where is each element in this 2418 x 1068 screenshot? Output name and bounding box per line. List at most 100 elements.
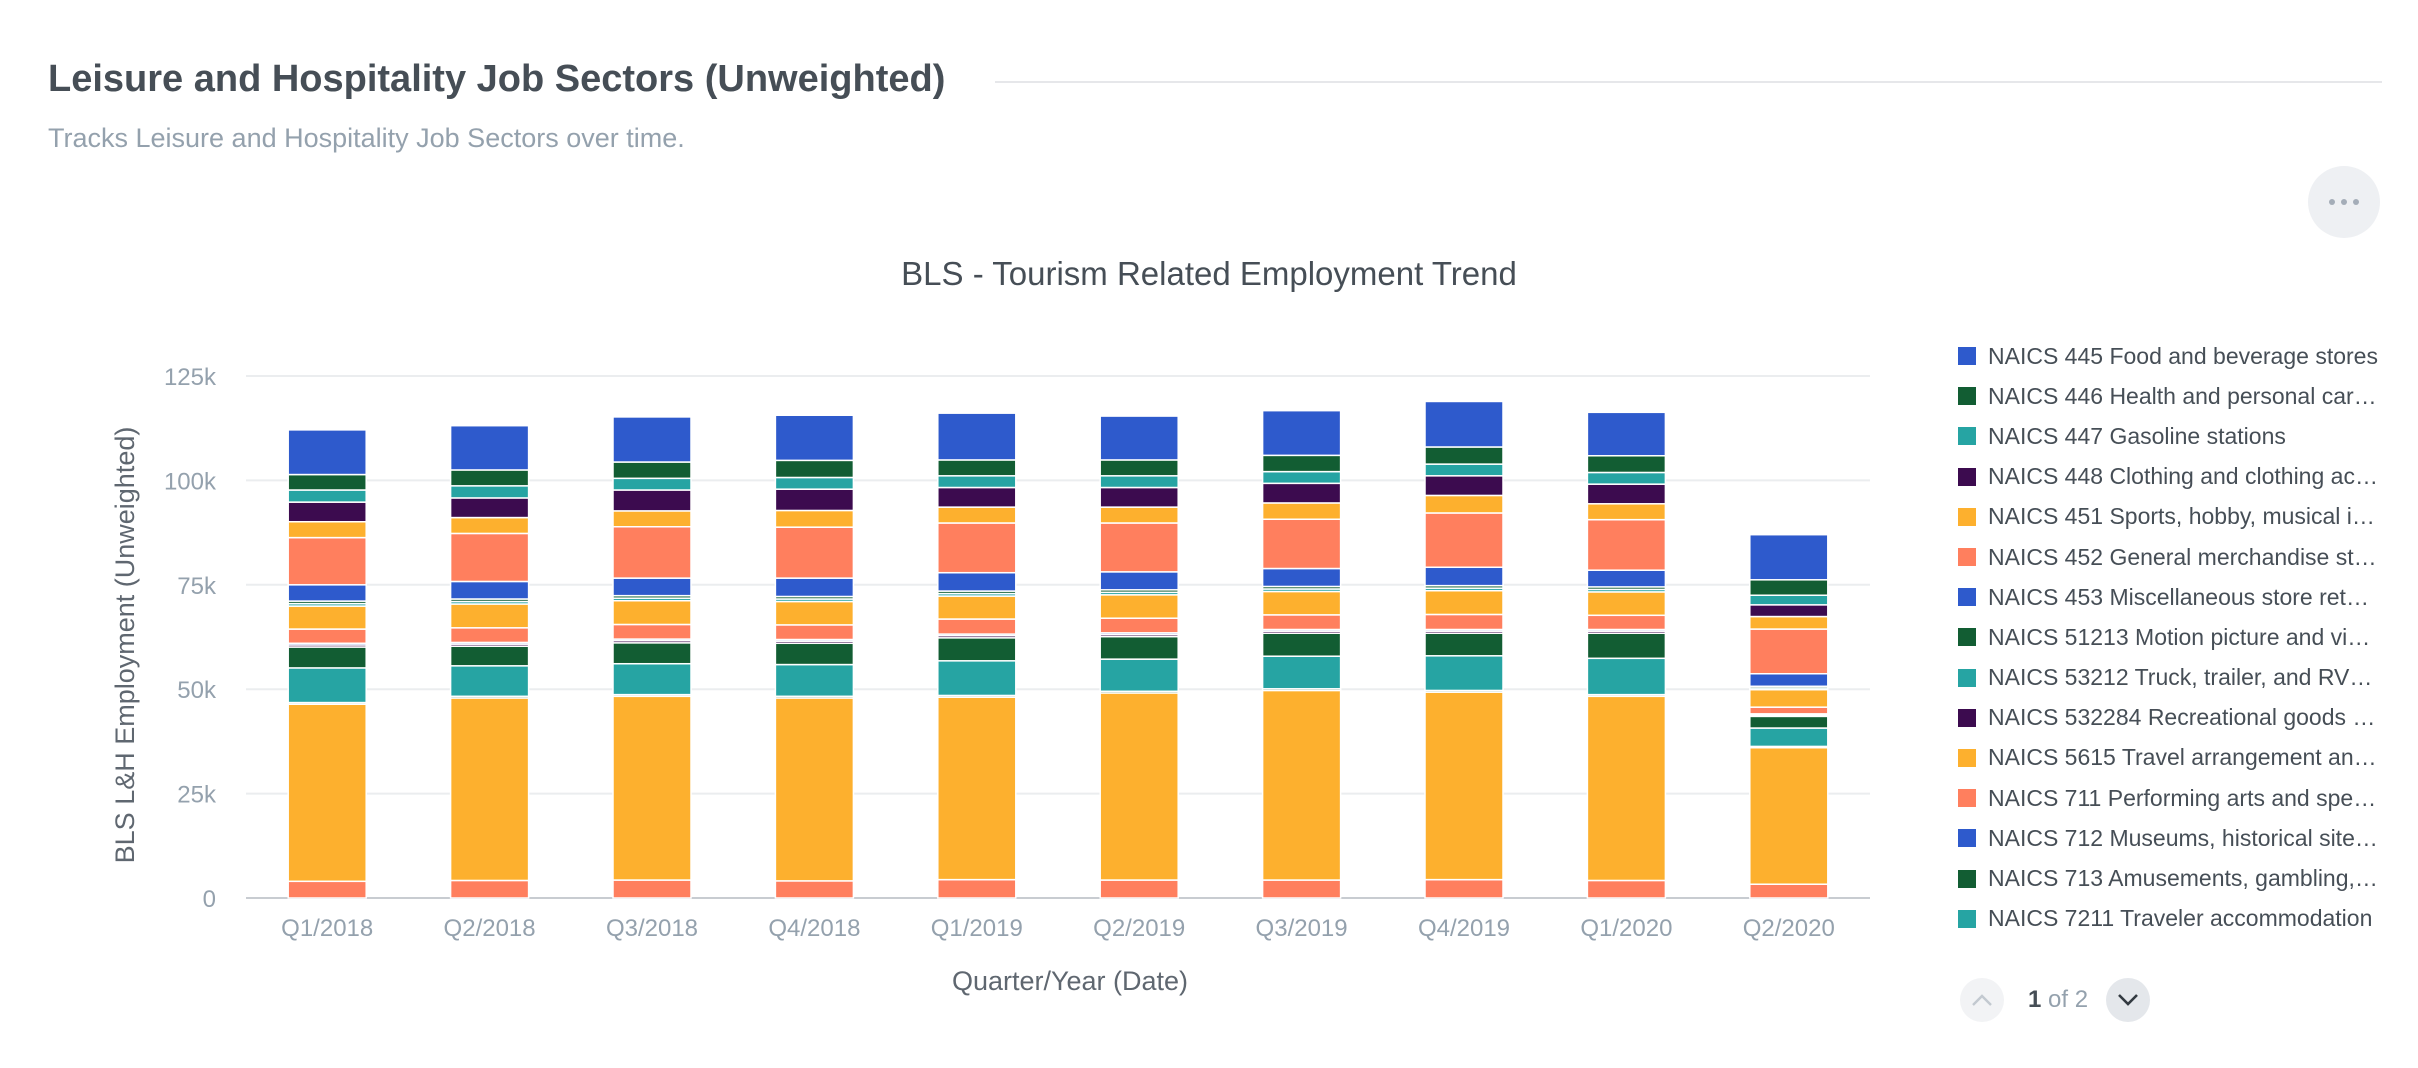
bar-segment[interactable] — [287, 646, 367, 669]
bar-segment[interactable] — [449, 580, 530, 600]
bar-segment[interactable] — [1586, 471, 1667, 485]
bar-segment[interactable] — [1261, 567, 1342, 588]
bar-segment[interactable] — [612, 577, 692, 597]
bar-segment[interactable] — [1099, 475, 1179, 489]
bar-segment[interactable] — [1749, 715, 1829, 729]
bar-segment[interactable] — [1424, 613, 1504, 631]
bar-segment[interactable] — [612, 489, 692, 512]
bar-segment[interactable] — [1099, 506, 1179, 524]
bar-segment[interactable] — [1099, 522, 1179, 573]
bar-segment[interactable] — [774, 476, 855, 490]
bar-segment[interactable] — [1261, 502, 1342, 520]
bar-segment[interactable] — [287, 584, 367, 602]
bar-segment[interactable] — [774, 663, 855, 698]
bar-segment[interactable] — [1424, 400, 1504, 448]
bar-segment[interactable] — [774, 624, 855, 641]
legend-item[interactable]: NAICS 447 Gasoline stations — [1958, 416, 2398, 456]
bar-segment[interactable] — [1749, 628, 1829, 675]
bar-segment[interactable] — [1261, 632, 1342, 657]
bar-segment[interactable] — [612, 623, 692, 640]
bar-segment[interactable] — [449, 516, 530, 535]
bar-segment[interactable] — [1261, 518, 1342, 570]
bar-segment[interactable] — [449, 879, 530, 899]
bar-segment[interactable] — [1261, 454, 1342, 473]
bar-segment[interactable] — [287, 703, 367, 883]
bar-segment[interactable] — [1424, 566, 1504, 587]
bar-segment[interactable] — [449, 485, 530, 499]
bar-segment[interactable] — [612, 416, 692, 463]
bar-segment[interactable] — [1749, 579, 1829, 596]
bar-segment[interactable] — [1749, 706, 1829, 715]
bar-segment[interactable] — [1261, 482, 1342, 504]
bar-segment[interactable] — [1261, 879, 1342, 899]
bar-segment[interactable] — [1099, 594, 1179, 619]
bar-segment[interactable] — [774, 459, 855, 479]
bar-segment[interactable] — [1424, 691, 1504, 881]
bar-segment[interactable] — [937, 696, 1017, 881]
bar-segment[interactable] — [612, 642, 692, 665]
legend-item[interactable]: NAICS 453 Miscellaneous store retailers — [1958, 577, 2398, 617]
bar-segment[interactable] — [1749, 688, 1829, 708]
bar-segment[interactable] — [1424, 446, 1504, 465]
legend-item[interactable]: NAICS 446 Health and personal care store… — [1958, 376, 2398, 416]
bar-segment[interactable] — [287, 520, 367, 539]
bar-segment[interactable] — [774, 642, 855, 666]
bar-segment[interactable] — [937, 412, 1017, 461]
bar-segment[interactable] — [1586, 569, 1667, 588]
bar-segment[interactable] — [1749, 672, 1829, 688]
bar-segment[interactable] — [1099, 459, 1179, 477]
bar-segment[interactable] — [937, 637, 1017, 662]
bar-segment[interactable] — [937, 506, 1017, 524]
bar-segment[interactable] — [612, 461, 692, 480]
legend-item[interactable]: NAICS 532284 Recreational goods rental — [1958, 698, 2398, 738]
legend-item[interactable]: NAICS 445 Food and beverage stores — [1958, 336, 2398, 376]
legend-item[interactable]: NAICS 452 General merchandise stores — [1958, 537, 2398, 577]
bar-segment[interactable] — [1586, 483, 1667, 505]
bar-segment[interactable] — [1586, 657, 1667, 696]
bar-segment[interactable] — [612, 695, 692, 881]
bar-segment[interactable] — [774, 526, 855, 579]
bar-segment[interactable] — [287, 473, 367, 491]
bar-segment[interactable] — [1586, 695, 1667, 882]
bar-segment[interactable] — [449, 665, 530, 698]
bar-segment[interactable] — [1749, 594, 1829, 606]
bar-segment[interactable] — [1424, 589, 1504, 616]
legend-prev-button[interactable] — [1960, 978, 2004, 1022]
bar-segment[interactable] — [1586, 455, 1667, 474]
bar-segment[interactable] — [287, 429, 367, 476]
bar-segment[interactable] — [449, 603, 530, 629]
bar-segment[interactable] — [449, 424, 530, 471]
bar-segment[interactable] — [1099, 617, 1179, 634]
more-options-button[interactable] — [2308, 166, 2380, 238]
bar-segment[interactable] — [774, 697, 855, 882]
bar-segment[interactable] — [1261, 689, 1342, 881]
bar-segment[interactable] — [1749, 615, 1829, 630]
bar-segment[interactable] — [287, 489, 367, 503]
legend-item[interactable]: NAICS 53212 Truck, trailer, and RV renta… — [1958, 658, 2398, 698]
bar-segment[interactable] — [612, 599, 692, 626]
bar-segment[interactable] — [287, 628, 367, 645]
bar-segment[interactable] — [1586, 632, 1667, 660]
bar-segment[interactable] — [1749, 604, 1829, 618]
bar-segment[interactable] — [612, 510, 692, 528]
bar-segment[interactable] — [449, 627, 530, 644]
legend-item[interactable]: NAICS 713 Amusements, gambling, and recr… — [1958, 858, 2398, 898]
bar-segment[interactable] — [937, 660, 1017, 697]
bar-segment[interactable] — [1424, 475, 1504, 497]
bar-segment[interactable] — [1099, 879, 1179, 899]
bar-segment[interactable] — [1261, 409, 1342, 457]
bar-segment[interactable] — [449, 497, 530, 519]
bar-segment[interactable] — [937, 571, 1017, 592]
bar-segment[interactable] — [1749, 727, 1829, 748]
bar-segment[interactable] — [1586, 518, 1667, 571]
bar-segment[interactable] — [449, 469, 530, 487]
bar-segment[interactable] — [1261, 590, 1342, 616]
bar-segment[interactable] — [1099, 571, 1179, 591]
bar-segment[interactable] — [937, 486, 1017, 508]
bar-segment[interactable] — [1099, 635, 1179, 660]
legend-item[interactable]: NAICS 711 Performing arts and spectator … — [1958, 778, 2398, 818]
bar-segment[interactable] — [1749, 883, 1829, 899]
bar-segment[interactable] — [287, 501, 367, 523]
legend-item[interactable]: NAICS 451 Sports, hobby, musical instrum… — [1958, 497, 2398, 537]
bar-segment[interactable] — [1261, 655, 1342, 690]
